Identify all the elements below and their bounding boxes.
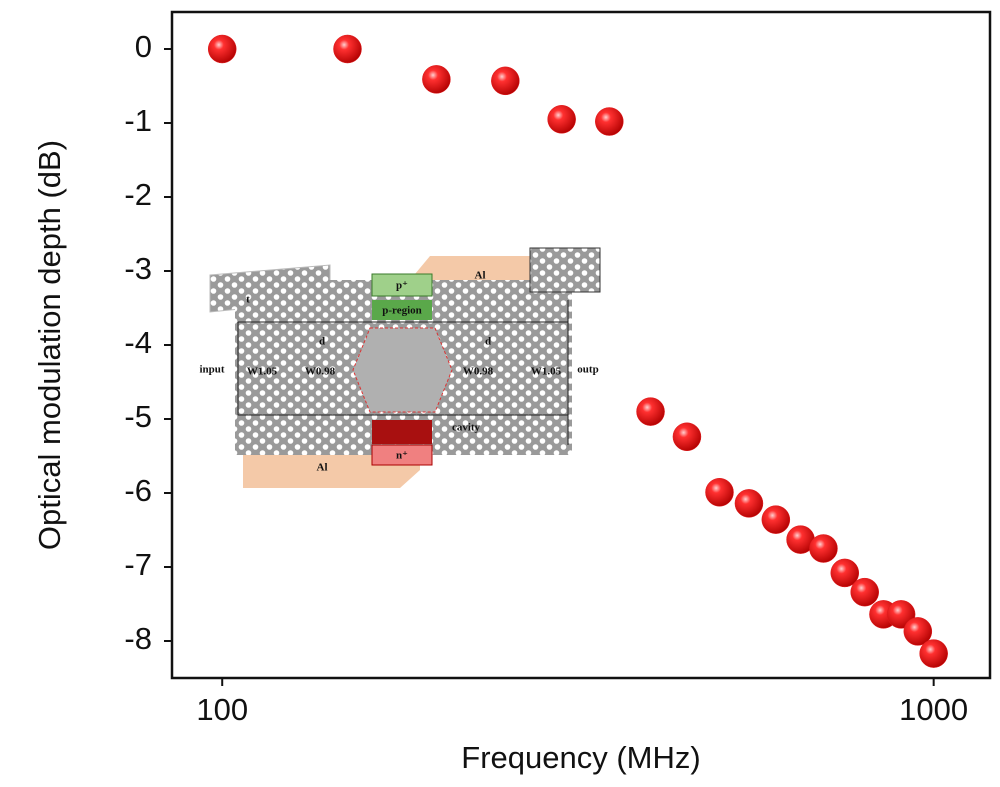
inset-label: cavity [452, 422, 481, 434]
y-tick-label: -2 [124, 177, 152, 212]
inset-label: input [199, 364, 224, 376]
y-tick-label: -5 [124, 399, 152, 434]
inset-p-plus [371, 273, 433, 297]
marker [491, 66, 520, 96]
inset-diagram: Al p⁺ p-region input W1.05 W0.98 cavity W0.98 W1… [199, 247, 601, 488]
inset-label: Al [475, 270, 486, 282]
inset-n-region [372, 420, 432, 444]
marker [809, 534, 838, 563]
x-axis-title: Frequency (MHz) [461, 740, 700, 775]
y-tick-label: -4 [124, 325, 152, 360]
y-tick-label: -3 [124, 251, 152, 286]
inset-label: W0.98 [305, 366, 336, 378]
marker [333, 34, 362, 64]
marker [422, 65, 451, 94]
inset-label: W1.05 [531, 366, 562, 378]
marker [705, 478, 734, 507]
x-tick-label: 100 [196, 692, 248, 727]
y-tick-label: -1 [124, 103, 152, 138]
marker [903, 617, 933, 646]
inset-label: W1.05 [247, 366, 278, 378]
marker [595, 107, 624, 136]
y-axis-title: Optical modulation depth (dB) [32, 140, 67, 550]
marker [734, 489, 764, 518]
marker [761, 505, 791, 534]
inset-cavity [352, 327, 453, 413]
marker [547, 105, 576, 134]
y-tick-label: 0 [135, 29, 152, 64]
marker [919, 639, 948, 668]
marker [636, 397, 665, 426]
inset-label: d [319, 336, 325, 348]
inset-label: p⁺ [396, 280, 408, 292]
inset-n-plus [371, 444, 433, 466]
inset-label: p-region [382, 305, 422, 317]
inset-label: outp [577, 364, 598, 376]
y-tick-label: -6 [124, 473, 152, 508]
inset-label: W0.98 [463, 366, 494, 378]
inset-label: t [246, 294, 250, 306]
y-tick-label: -8 [124, 621, 152, 656]
x-tick-label: 1000 [899, 692, 968, 727]
marker [830, 558, 860, 588]
inset-label: d [485, 336, 491, 348]
inset-p-region [372, 300, 432, 320]
inset-label: n⁺ [396, 450, 408, 462]
marker [207, 34, 237, 64]
marker [850, 577, 879, 607]
marker [672, 422, 702, 452]
inset-zoom [529, 247, 601, 293]
y-tick-label: -7 [124, 547, 152, 582]
axes: Frequency (MHz) Optical modulation depth… [32, 29, 968, 775]
inset-label: Al [317, 462, 328, 474]
